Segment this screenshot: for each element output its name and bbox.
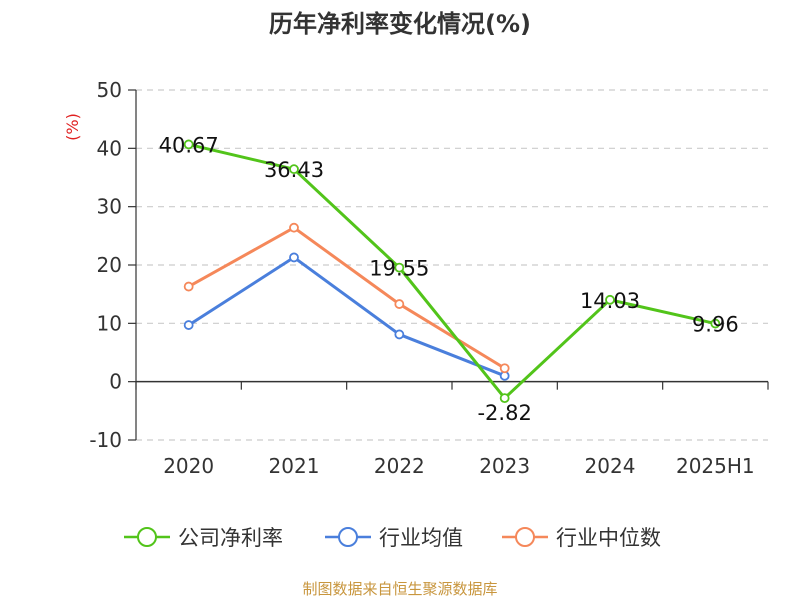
data-point <box>394 299 405 309</box>
data-point <box>289 252 299 263</box>
legend-label: 行业中位数 <box>556 526 661 550</box>
data-point <box>183 281 194 292</box>
data-labels: 40.67 36.43 19.55 -2.82 14.03 9.96 <box>159 133 739 425</box>
y-tick-label: 30 <box>97 195 122 219</box>
data-point <box>183 139 194 150</box>
source-note: 制图数据来自恒生聚源数据库 <box>302 580 498 598</box>
x-tick-label: 2025H1 <box>676 454 755 478</box>
y-axis-title: (%) <box>63 113 82 141</box>
data-point <box>605 294 615 305</box>
y-tick-label: 10 <box>97 311 122 335</box>
data-point <box>394 262 405 273</box>
y-tick-label: 50 <box>97 78 122 102</box>
axes: -10 0 10 20 30 40 50 (%) 2020 2021 2022 2023 2024 202… <box>63 78 769 478</box>
data-label: 19.55 <box>369 257 429 281</box>
y-tick-label: -10 <box>89 428 122 452</box>
data-point <box>499 393 510 404</box>
legend-line-icon <box>502 527 548 547</box>
legend-label: 行业均值 <box>379 526 463 550</box>
legend-label: 公司净利率 <box>178 526 283 550</box>
x-tick-label: 2022 <box>374 454 425 478</box>
x-tick-label: 2020 <box>163 454 214 478</box>
data-label: 14.03 <box>580 289 640 313</box>
y-tick-label: 0 <box>109 370 122 394</box>
legend-item-industry-median[interactable]: 行业中位数 <box>500 520 661 554</box>
data-point <box>183 320 194 330</box>
x-tick-label: 2021 <box>269 454 320 478</box>
y-tick-label: 20 <box>97 253 122 277</box>
x-tick-label: 2024 <box>585 454 636 478</box>
series-line <box>187 226 506 370</box>
y-tick-label: 40 <box>97 136 122 160</box>
data-point <box>289 164 299 175</box>
data-point <box>499 363 510 374</box>
data-point <box>710 318 721 329</box>
data-label: 36.43 <box>264 158 324 182</box>
series-line <box>187 255 506 378</box>
legend-line-icon <box>124 527 170 547</box>
data-point <box>289 222 299 233</box>
series-lines <box>183 139 721 404</box>
legend-item-industry-average[interactable]: 行业均值 <box>323 520 463 554</box>
data-label: -2.82 <box>477 401 531 425</box>
data-label: 9.96 <box>692 313 739 337</box>
legend-line-icon <box>325 527 371 547</box>
legend-item-company-net-margin[interactable]: 公司净利率 <box>122 520 283 554</box>
chart-title: 历年净利率变化情况(%) <box>269 10 531 38</box>
series-line <box>188 142 716 400</box>
x-tick-label: 2023 <box>479 454 530 478</box>
data-point <box>394 329 405 340</box>
data-label: 40.67 <box>159 133 219 157</box>
